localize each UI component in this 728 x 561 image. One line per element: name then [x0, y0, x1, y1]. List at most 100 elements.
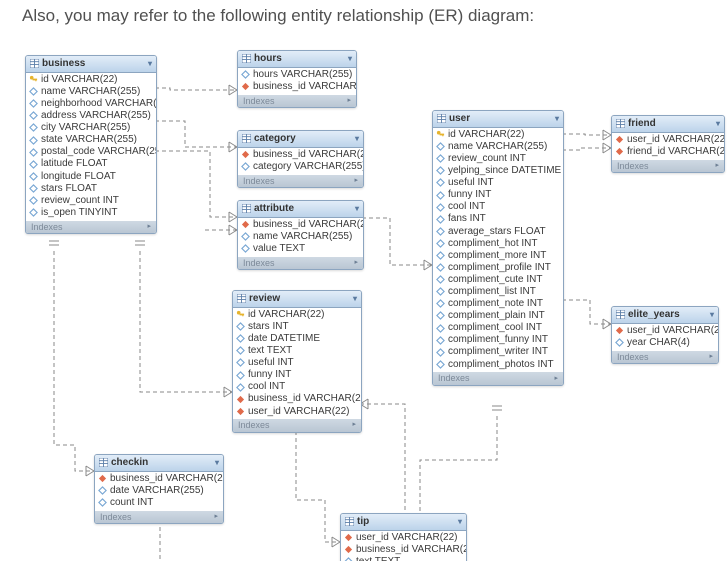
entity-header[interactable]: user▾ — [433, 111, 563, 128]
column-label: business_id VARCHAR(22) — [253, 219, 364, 231]
column-business_id: business_id VARCHAR(22) — [241, 149, 360, 161]
entity-review[interactable]: review▾id VARCHAR(22)stars INTdate DATET… — [232, 290, 362, 433]
column-label: business_id VARCHAR(22) — [253, 149, 364, 161]
entity-header[interactable]: tip▾ — [341, 514, 466, 531]
entity-checkin[interactable]: checkin▾business_id VARCHAR(22)date VARC… — [94, 454, 224, 524]
entity-business[interactable]: business▾id VARCHAR(22)name VARCHAR(255)… — [25, 55, 157, 234]
column-label: funny INT — [248, 369, 291, 381]
indexes-row[interactable]: Indexes▸ — [612, 351, 718, 363]
entity-header[interactable]: friend ▾ — [612, 116, 724, 133]
column-label: compliment_profile INT — [448, 262, 551, 274]
chevron-down-icon: ▾ — [355, 204, 359, 213]
entity-user[interactable]: user▾id VARCHAR(22)name VARCHAR(255)revi… — [432, 110, 564, 386]
caption: Also, you may refer to the following ent… — [0, 0, 728, 36]
column-stars: stars FLOAT — [29, 182, 153, 194]
column-category: category VARCHAR(255) — [241, 161, 360, 173]
column-label: user_id VARCHAR(22) — [356, 532, 458, 544]
column-label: average_stars FLOAT — [448, 226, 546, 238]
column-label: cool INT — [248, 381, 285, 393]
column-is_open: is_open TINYINT — [29, 207, 153, 219]
column-compliment_more: compliment_more INT — [436, 249, 560, 261]
attr-icon — [29, 208, 38, 217]
table-icon — [242, 134, 251, 143]
attr-icon — [436, 311, 445, 320]
indexes-row[interactable]: Indexes▸ — [95, 511, 223, 523]
indexes-row[interactable]: Indexes ▸ — [238, 175, 363, 187]
entity-title: friend — [628, 118, 656, 130]
entity-hours[interactable]: hours▾hours VARCHAR(255)business_id VARC… — [237, 50, 357, 108]
indexes-row[interactable]: Indexes▸ — [233, 419, 361, 431]
column-label: id VARCHAR(22) — [248, 309, 325, 321]
indexes-label: Indexes — [243, 96, 275, 106]
attr-icon — [236, 358, 245, 367]
entity-header[interactable]: checkin▾ — [95, 455, 223, 472]
attr-icon — [29, 99, 38, 108]
entity-header[interactable]: category▾ — [238, 131, 363, 148]
column-business_id: business_id VARCHAR(22) — [241, 219, 360, 231]
column-average_stars: average_stars FLOAT — [436, 225, 560, 237]
attr-icon — [344, 557, 353, 561]
table-icon — [30, 59, 39, 68]
indexes-label: Indexes — [617, 161, 649, 171]
entity-header[interactable]: elite_years▾ — [612, 307, 718, 324]
indexes-label: Indexes — [243, 176, 275, 186]
column-label: neighborhood VARCHAR(255) — [41, 98, 157, 110]
chevron-down-icon: ▾ — [148, 59, 152, 68]
column-label: is_open TINYINT — [41, 207, 118, 219]
chevron-right-icon: ▸ — [709, 353, 713, 361]
attr-icon — [98, 486, 107, 495]
indexes-row[interactable]: Indexes▸ — [433, 372, 563, 384]
column-business_id: business_id VARCHAR(22) — [344, 544, 463, 556]
entity-elite_years[interactable]: elite_years▾user_id VARCHAR(22)year CHAR… — [611, 306, 719, 364]
indexes-row[interactable]: Indexes▸ — [238, 95, 356, 107]
column-label: review_count INT — [41, 195, 119, 207]
column-text: text TEXT — [344, 556, 463, 561]
fk-icon — [241, 220, 250, 229]
attr-icon — [436, 215, 445, 224]
column-business_id: business_id VARCHAR(22) — [98, 473, 220, 485]
attr-icon — [436, 191, 445, 200]
attr-icon — [436, 299, 445, 308]
entity-category[interactable]: category▾business_id VARCHAR(22)category… — [237, 130, 364, 188]
entity-header[interactable]: business▾ — [26, 56, 156, 73]
column-latitude: latitude FLOAT — [29, 158, 153, 170]
attr-icon — [436, 142, 445, 151]
column-label: compliment_note INT — [448, 298, 543, 310]
column-review_count: review_count INT — [29, 194, 153, 206]
indexes-row[interactable]: Indexes▸ — [26, 221, 156, 233]
column-label: state VARCHAR(255) — [41, 134, 137, 146]
columns-list: business_id VARCHAR(22)date VARCHAR(255)… — [95, 472, 223, 511]
indexes-label: Indexes — [438, 373, 470, 383]
column-compliment_note: compliment_note INT — [436, 298, 560, 310]
indexes-row[interactable]: Indexes▸ — [612, 160, 724, 172]
column-cool: cool INT — [436, 201, 560, 213]
entity-title: hours — [254, 53, 282, 65]
entity-header[interactable]: hours▾ — [238, 51, 356, 68]
column-name: name VARCHAR(255) — [241, 231, 360, 243]
entity-title: category — [254, 133, 296, 145]
entity-header[interactable]: review▾ — [233, 291, 361, 308]
chevron-right-icon: ▸ — [354, 177, 358, 185]
pk-icon — [436, 130, 445, 139]
attr-icon — [236, 383, 245, 392]
indexes-row[interactable]: Indexes▸ — [238, 257, 363, 269]
table-icon — [242, 54, 251, 63]
column-label: useful INT — [448, 177, 494, 189]
entity-tip[interactable]: tip▾user_id VARCHAR(22)business_id VARCH… — [340, 513, 467, 561]
column-compliment_photos: compliment_photos INT — [436, 358, 560, 370]
entity-friend[interactable]: friend▾user_id VARCHAR(22)friend_id VARC… — [611, 115, 725, 173]
entity-header[interactable]: attribute▾ — [238, 201, 363, 218]
column-label: date VARCHAR(255) — [110, 485, 204, 497]
chevron-down-icon: ▾ — [555, 114, 559, 123]
columns-list: business_id VARCHAR(22)category VARCHAR(… — [238, 148, 363, 175]
attr-icon — [98, 498, 107, 507]
column-label: latitude FLOAT — [41, 158, 108, 170]
column-label: date DATETIME — [248, 333, 320, 345]
column-label: name VARCHAR(255) — [448, 141, 547, 153]
chevron-down-icon: ▾ — [716, 119, 720, 128]
column-label: year CHAR(4) — [627, 337, 690, 349]
table-icon — [237, 294, 246, 303]
column-year: year CHAR(4) — [615, 337, 715, 349]
entity-attribute[interactable]: attribute▾business_id VARCHAR(22)name VA… — [237, 200, 364, 270]
attr-icon — [436, 239, 445, 248]
